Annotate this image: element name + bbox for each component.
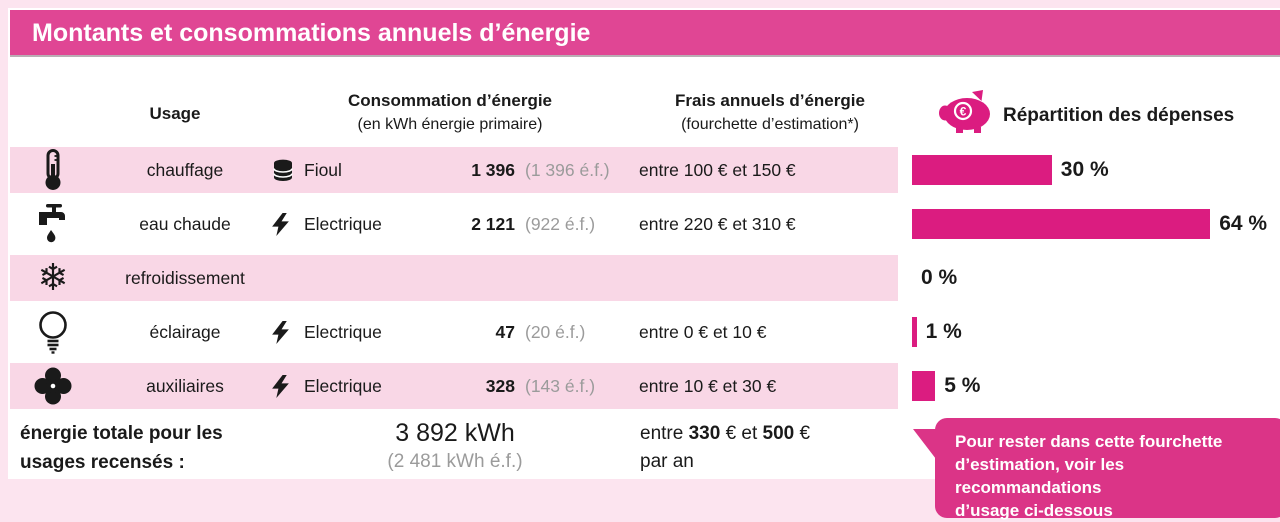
consumption-final-energy: (143 é.f.) — [525, 376, 596, 396]
cost-header-subtitle: (fourchette d’estimation*) — [681, 116, 859, 133]
table-row-eau-chaude: eau chaude Electrique 2 121 (922 é.f.) e… — [10, 201, 898, 247]
distribution-bar — [912, 371, 936, 401]
faucet-icon — [32, 204, 74, 244]
lightning-icon — [272, 213, 289, 241]
consumption-final-energy: (1 396 é.f.) — [525, 160, 610, 180]
total-energy-value: 3 892 kWh — [395, 419, 515, 447]
column-header-consumption: Consommation d’énergie (en kWh énergie p… — [330, 88, 570, 137]
cost-header-title: Frais annuels d’énergie — [675, 91, 865, 110]
distribution-percent: 30 % — [1060, 158, 1109, 181]
carrier-label: Electrique — [304, 214, 382, 234]
distribution-bar-row: 5 % — [912, 371, 980, 401]
column-header-distribution: Répartition des dépenses — [1003, 105, 1235, 126]
table-row-refroidissement: ❄ refroidissement — [10, 255, 898, 301]
svg-text:€: € — [960, 105, 967, 119]
usage-label: eau chaude — [139, 214, 231, 234]
recommendation-callout: Pour rester dans cette fourchette d’esti… — [935, 418, 1280, 520]
annual-cost-range: entre 10 € et 30 € — [639, 376, 777, 396]
total-energy-final: (2 481 kWh é.f.) — [387, 451, 523, 472]
callout-line2: d’estimation, voir les recommandations — [955, 455, 1125, 497]
distribution-percent: 0 % — [921, 266, 958, 289]
lightning-icon — [272, 321, 289, 349]
consumption-header-subtitle: (en kWh énergie primaire) — [357, 116, 543, 133]
distribution-bar-row: 1 % — [912, 317, 962, 347]
annual-cost-range: entre 100 € et 150 € — [639, 160, 796, 180]
callout-line3: d’usage ci-dessous — [955, 501, 1113, 520]
total-cost-low: 330 — [688, 423, 721, 444]
distribution-percent: 1 % — [925, 320, 962, 343]
usage-label: chauffage — [146, 160, 224, 180]
table-row-auxiliaires: auxiliaires Electrique 328 (143 é.f.) en… — [10, 363, 898, 409]
callout-line1: Pour rester dans cette fourchette — [955, 432, 1223, 451]
annual-cost-range: entre 0 € et 10 € — [639, 322, 767, 342]
consumption-value: 1 396 — [471, 160, 515, 180]
piggy-bank-euro-icon: € — [936, 90, 996, 138]
distribution-bar — [912, 209, 1211, 239]
carrier-label: Fioul — [304, 160, 342, 180]
page-title: Montants et consommations annuels d’éner… — [10, 10, 1280, 57]
consumption-value: 328 — [485, 376, 515, 396]
snowflake-icon: ❄ — [37, 256, 69, 299]
total-cost-line2: par an — [640, 451, 694, 472]
distribution-bar-row: 64 % — [912, 209, 1267, 239]
consumption-final-energy: (20 é.f.) — [525, 322, 586, 342]
distribution-percent: 64 % — [1219, 212, 1268, 235]
usage-label: auxiliaires — [146, 376, 224, 396]
consumption-value: 2 121 — [471, 214, 515, 234]
distribution-percent: 5 % — [944, 374, 981, 397]
table-row-eclairage: éclairage Electrique 47 (20 é.f.) entre … — [10, 309, 898, 355]
annual-cost-range: entre 220 € et 310 € — [639, 214, 796, 234]
thermometer-icon — [32, 149, 74, 190]
carrier-label: Electrique — [304, 376, 382, 396]
carrier-label: Electrique — [304, 322, 382, 342]
light-bulb-icon — [32, 311, 74, 354]
distribution-bar-row: 30 % — [912, 155, 1109, 185]
distribution-bar-row: 0 % — [912, 263, 957, 293]
distribution-bar — [912, 317, 917, 347]
total-cost-range: entre 330 € et 500 € par an — [640, 420, 810, 476]
total-cost-high: 500 — [762, 423, 795, 444]
total-cost-line1: entre 330 € et 500 € — [640, 423, 811, 444]
usage-label: éclairage — [149, 322, 221, 342]
oil-barrel-icon — [272, 159, 294, 187]
lightning-icon — [272, 375, 289, 403]
usage-label: refroidissement — [125, 268, 245, 288]
fan-icon — [32, 366, 74, 406]
consumption-final-energy: (922 é.f.) — [525, 214, 596, 234]
column-header-cost: Frais annuels d’énergie (fourchette d’es… — [650, 88, 890, 137]
consumption-header-title: Consommation d’énergie — [347, 91, 553, 110]
column-header-usage: Usage — [149, 104, 201, 123]
table-row-chauffage: chauffage Fioul 1 396 (1 396 é.f.) entre… — [10, 147, 898, 193]
total-energy-label: énergie totale pour les usages recensés … — [20, 423, 223, 473]
distribution-bar — [912, 155, 1052, 185]
consumption-value: 47 — [495, 322, 515, 342]
